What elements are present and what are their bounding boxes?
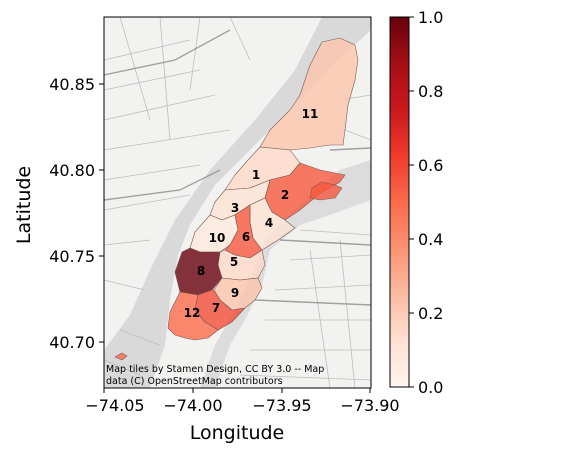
x-axis: −74.05 −74.00 −73.95 −73.90 Longitude (85, 388, 400, 444)
y-tick-label-3: 40.85 (49, 75, 95, 94)
x-tick-label-1: −74.00 (163, 396, 222, 415)
colorbar-tick-4: 0.8 (418, 82, 443, 101)
colorbar-tick-0: 0.0 (418, 378, 443, 397)
map-attribution-line-1: Map tiles by Stamen Design, CC BY 3.0 --… (106, 364, 324, 375)
region-label-2: 2 (281, 188, 289, 202)
map-area: 1 2 3 4 5 6 7 8 9 10 11 12 Map tiles by … (103, 16, 372, 389)
region-label-1: 1 (252, 168, 260, 182)
colorbar-tick-3: 0.6 (418, 156, 443, 175)
x-tick-label-2: −73.95 (252, 396, 311, 415)
colorbar-tick-2: 0.4 (418, 230, 443, 249)
region-label-10: 10 (209, 231, 226, 245)
y-axis: 40.70 40.75 40.80 40.85 Latitude (13, 75, 104, 352)
region-label-7: 7 (212, 301, 220, 315)
region-label-11: 11 (302, 107, 319, 121)
colorbar-gradient (389, 16, 410, 388)
y-axis-label: Latitude (13, 166, 35, 244)
region-label-12: 12 (184, 306, 201, 320)
y-tick-label-2: 40.80 (49, 161, 95, 180)
x-axis-label: Longitude (190, 422, 285, 444)
region-11-shape (259, 37, 359, 151)
highway-network (104, 29, 371, 306)
region-2b-shape (309, 181, 343, 201)
region-label-9: 9 (231, 286, 239, 300)
region-label-3: 3 (231, 201, 239, 215)
region-label-8: 8 (197, 264, 205, 278)
map-frame (103, 16, 372, 389)
east-river (200, 160, 371, 388)
region-labels: 1 2 3 4 5 6 7 8 9 10 11 12 (184, 107, 319, 320)
colorbar-tick-1: 0.2 (418, 304, 443, 323)
x-tick-label-0: −74.05 (85, 396, 144, 415)
region-label-4: 4 (265, 216, 273, 230)
hudson-river (104, 17, 371, 388)
colorbar: 0.0 0.2 0.4 0.6 0.8 1.0 (389, 8, 443, 397)
road-network (104, 17, 371, 388)
region-10-shape (189, 214, 239, 253)
y-tick-label-1: 40.75 (49, 247, 95, 266)
y-tick-label-0: 40.70 (49, 333, 95, 352)
region-label-6: 6 (242, 230, 250, 244)
colorbar-tick-5: 1.0 (418, 8, 443, 27)
region-label-5: 5 (230, 255, 238, 269)
region-12-shape (167, 291, 219, 341)
x-tick-label-3: −73.90 (340, 396, 399, 415)
region-12b-shape (114, 352, 128, 361)
regions (114, 37, 359, 361)
map-attribution-line-2: data (C) OpenStreetMap contributors (106, 376, 283, 387)
